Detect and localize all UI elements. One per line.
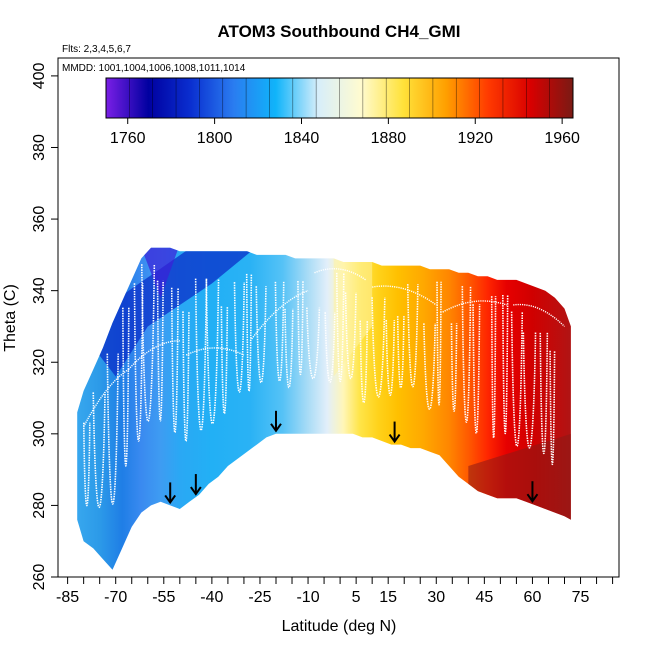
flight-profile-trace xyxy=(255,286,267,384)
y-tick-label: 320 xyxy=(31,349,48,376)
sounding-arrow xyxy=(270,410,282,433)
flight-profile-trace xyxy=(274,281,285,382)
colorbar-tick-label: 1960 xyxy=(544,130,580,147)
y-tick-label: 300 xyxy=(31,420,48,447)
flight-cruise-trace xyxy=(185,347,245,356)
x-axis: -85 -70 -55 -40 -25 -10 5 15 30 45 60 75 xyxy=(56,577,614,606)
lowest-ch4-region xyxy=(141,247,180,298)
flight-cruise-trace xyxy=(314,268,367,281)
flight-cruise-trace xyxy=(128,340,180,370)
plot-frame xyxy=(57,57,620,578)
flight-profile-trace xyxy=(245,273,253,392)
sounding-arrow xyxy=(526,481,539,503)
x-tick-label: -70 xyxy=(104,589,127,606)
y-tick-label: 340 xyxy=(31,277,48,304)
y-tick-label: 400 xyxy=(31,62,48,89)
flight-cruise-trace xyxy=(83,368,129,427)
flight-profile-trace xyxy=(82,422,91,506)
flight-cruise-trace xyxy=(442,300,508,313)
flight-profile-trace xyxy=(170,287,179,434)
x-tick-label: 5 xyxy=(352,589,361,606)
flight-profile-trace xyxy=(406,284,419,388)
flight-profile-trace xyxy=(220,306,229,415)
y-tick-label: 380 xyxy=(31,134,48,161)
flight-profile-trace xyxy=(140,264,156,422)
flight-profile-trace xyxy=(182,311,190,442)
flight-profile-trace xyxy=(385,320,396,396)
sounding-arrow xyxy=(190,474,202,496)
chart-title: ATOM3 Southbound CH4_GMI xyxy=(217,22,460,41)
x-tick-label: 15 xyxy=(379,589,397,606)
x-tick-label: -85 xyxy=(56,589,79,606)
x-tick-label: -40 xyxy=(200,589,223,606)
flight-profile-trace xyxy=(233,282,246,393)
flights-label: Flts: 2,3,4,5,6,7 xyxy=(62,44,131,55)
flight-profile-trace xyxy=(284,308,294,388)
x-tick-label: 45 xyxy=(475,589,493,606)
colorbar-tick-label: 1920 xyxy=(457,130,493,147)
flight-profile-trace xyxy=(436,281,442,406)
flight-cruise-trace xyxy=(249,289,309,342)
sounding-arrow xyxy=(164,482,177,505)
colorbar-tick-label: 1760 xyxy=(110,130,146,147)
flight-profile-trace xyxy=(133,283,144,442)
flight-profile-trace xyxy=(106,353,119,505)
x-tick-label: 60 xyxy=(524,589,542,606)
flight-profile-trace xyxy=(461,286,472,423)
flight-tracks xyxy=(82,264,565,509)
sounding-arrow xyxy=(388,421,401,444)
x-axis-label: Latitude (deg N) xyxy=(282,618,397,635)
flight-profile-trace xyxy=(502,294,509,435)
flight-profile-trace xyxy=(522,332,537,449)
flight-profile-trace xyxy=(92,392,106,509)
flight-profile-trace xyxy=(510,311,524,447)
flight-profile-trace xyxy=(344,292,357,380)
flight-profile-trace xyxy=(205,279,220,425)
y-tick-label: 260 xyxy=(31,564,48,591)
colorbar: 1760 1800 1840 1880 1920 1960 xyxy=(105,77,580,147)
flight-profile-trace xyxy=(324,312,336,383)
x-tick-label: 30 xyxy=(427,589,445,606)
flight-profile-trace xyxy=(472,304,481,434)
colorbar-tick-label: 1880 xyxy=(371,130,407,147)
y-tick-label: 360 xyxy=(31,206,48,233)
flight-profile-trace xyxy=(371,297,386,398)
colorbar-tick-label: 1840 xyxy=(284,130,320,147)
x-tick-label: 75 xyxy=(572,589,590,606)
flight-profile-trace xyxy=(423,323,436,411)
y-axis: 260 280 300 320 340 360 380 400 xyxy=(31,62,58,590)
flight-profile-trace xyxy=(539,332,549,454)
y-axis-label: Theta (C) xyxy=(2,284,19,352)
y-tick-label: 280 xyxy=(31,492,48,519)
flight-profile-trace xyxy=(450,323,458,412)
flight-profile-trace xyxy=(297,281,304,376)
flight-profile-trace xyxy=(359,320,369,404)
flight-profile-trace xyxy=(306,307,321,379)
flight-profile-trace xyxy=(490,296,497,439)
colorbar-tick-label: 1800 xyxy=(197,130,233,147)
dates-label: MMDD: 1001,1004,1006,1008,1011,1014 xyxy=(62,63,246,74)
x-tick-label: -55 xyxy=(152,589,175,606)
flight-profile-trace xyxy=(549,350,556,466)
flight-profile-trace xyxy=(122,307,130,467)
flight-profile-trace xyxy=(156,280,164,422)
x-tick-label: -25 xyxy=(248,589,271,606)
x-tick-label: -10 xyxy=(296,589,319,606)
flight-profile-trace xyxy=(335,272,345,383)
